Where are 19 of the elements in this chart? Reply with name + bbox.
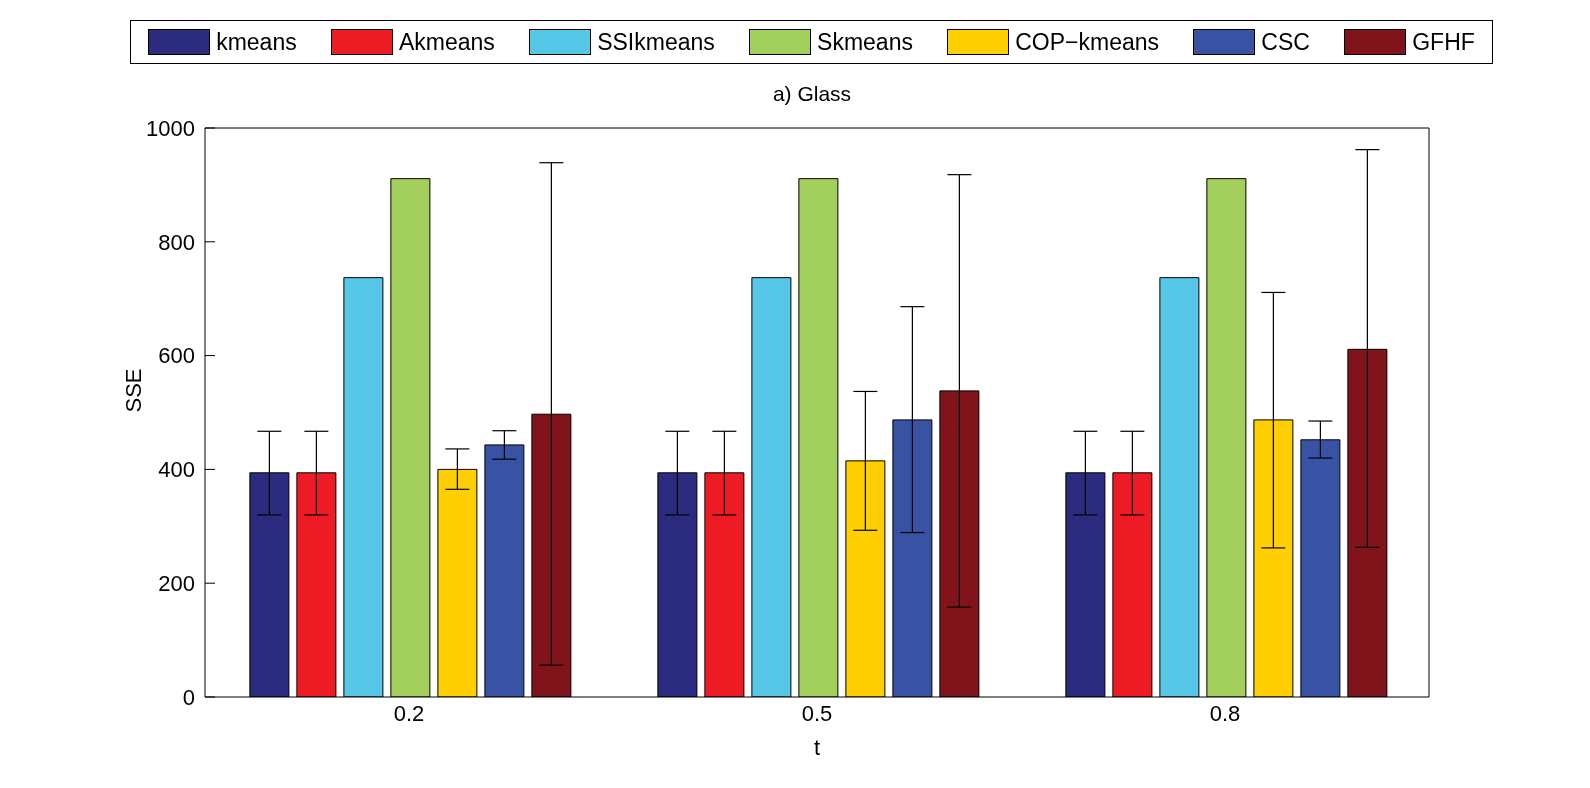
legend-label: Skmeans (817, 28, 913, 56)
y-tick-label: 800 (158, 229, 195, 255)
legend-label: SSIkmeans (597, 28, 715, 56)
x-tick-label: 0.5 (801, 700, 833, 726)
chart-title: a) Glass (771, 82, 853, 106)
legend-label: kmeans (216, 28, 297, 56)
x-tick-label: 0.8 (1209, 700, 1241, 726)
y-tick-label: 400 (158, 457, 195, 483)
legend-label: Akmeans (398, 28, 495, 56)
y-tick-label: 600 (158, 343, 195, 369)
legend-label: CSC (1261, 28, 1310, 56)
legend-label: COP−kmeans (1015, 28, 1160, 56)
x-axis-title: t (813, 735, 821, 760)
y-axis-title: SSE (120, 368, 146, 413)
y-tick-label: 200 (158, 571, 195, 597)
y-tick-label: 0 (182, 684, 195, 710)
x-tick-label: 0.2 (393, 700, 425, 726)
y-tick-label: 1000 (146, 115, 195, 141)
legend-label: GFHF (1412, 28, 1475, 56)
